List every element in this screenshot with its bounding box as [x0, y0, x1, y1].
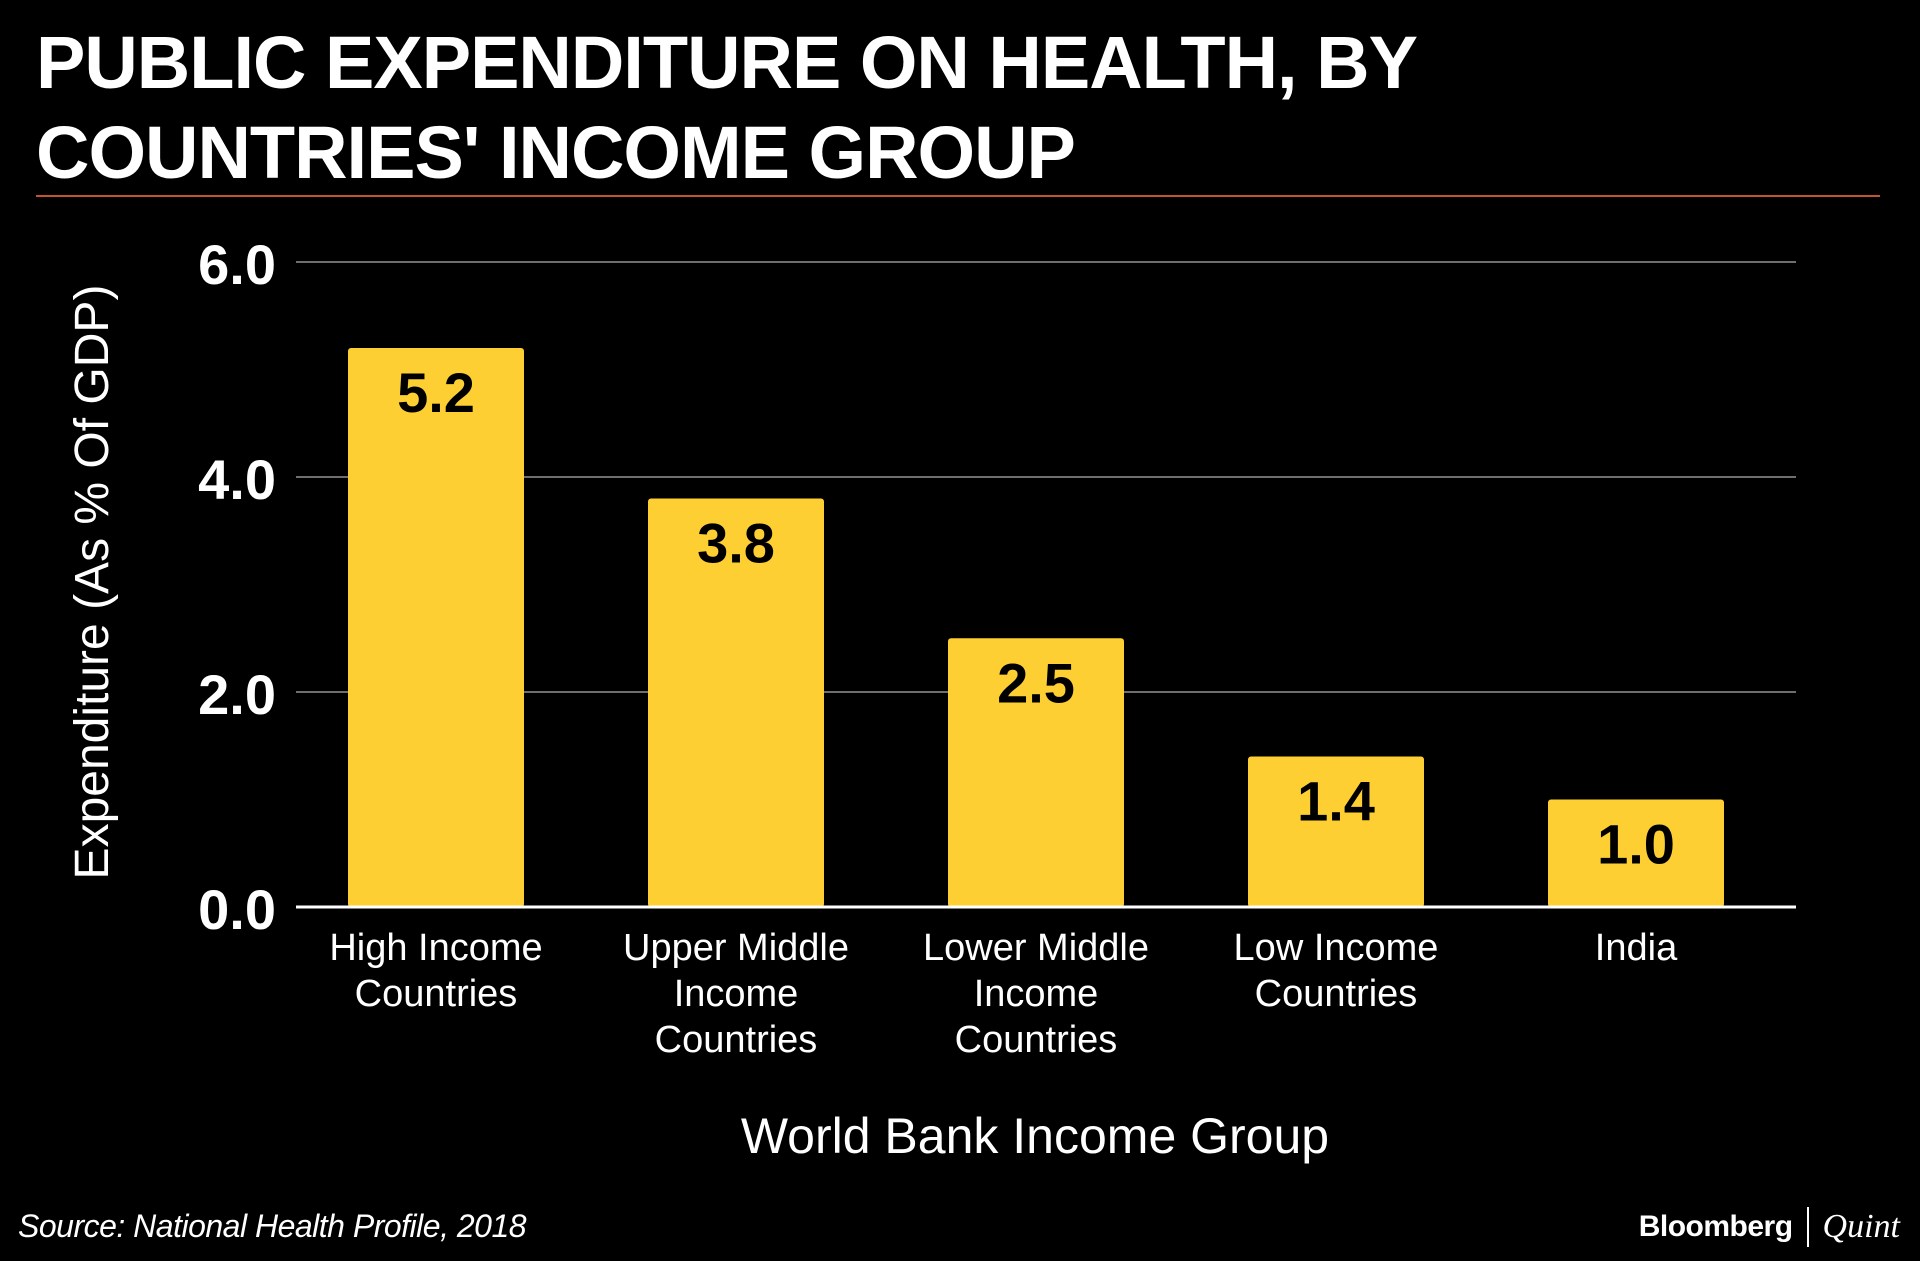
x-tick-label: Countries	[955, 1019, 1118, 1061]
bar-value-label: 3.8	[697, 512, 775, 575]
x-tick-label: Low Income	[1234, 927, 1439, 969]
brand-divider	[1806, 1207, 1809, 1247]
brand-logo: Bloomberg Quint	[1639, 1203, 1900, 1251]
chart-title: PUBLIC EXPENDITURE ON HEALTH, BY COUNTRI…	[36, 21, 1417, 194]
brand-bloomberg: Bloomberg	[1638, 1210, 1793, 1243]
y-tick-label: 6.0	[198, 233, 276, 296]
y-tick-label: 0.0	[198, 878, 276, 941]
bar-value-label: 2.5	[997, 651, 1075, 714]
bar	[948, 638, 1124, 907]
x-tick-label: Lower Middle	[923, 927, 1149, 969]
bar-value-label: 1.0	[1597, 813, 1675, 876]
bar	[1248, 756, 1424, 907]
bar	[1548, 799, 1724, 907]
x-tick-label: India	[1595, 927, 1678, 969]
x-tick-label: Upper Middle	[623, 927, 849, 969]
y-tick-label: 4.0	[198, 448, 276, 511]
source-note: Source: National Health Profile, 2018	[18, 1208, 527, 1244]
x-tick-label: Countries	[355, 973, 518, 1015]
x-tick-label: High Income	[329, 927, 542, 969]
bar	[648, 498, 824, 907]
bar	[348, 348, 524, 907]
brand-quint: Quint	[1822, 1208, 1900, 1245]
x-tick-label: Income	[974, 973, 1099, 1015]
y-tick-label: 2.0	[198, 663, 276, 726]
y-axis-title: Expenditure (As % Of GDP)	[66, 285, 119, 880]
x-tick-label: Countries	[655, 1019, 818, 1061]
x-tick-label: Countries	[1255, 973, 1418, 1015]
x-tick-label: Income	[674, 973, 799, 1015]
bar-value-label: 5.2	[397, 361, 475, 424]
title-divider	[36, 195, 1880, 197]
bar-value-label: 1.4	[1297, 770, 1375, 833]
x-axis-title: World Bank Income Group	[741, 1108, 1329, 1164]
